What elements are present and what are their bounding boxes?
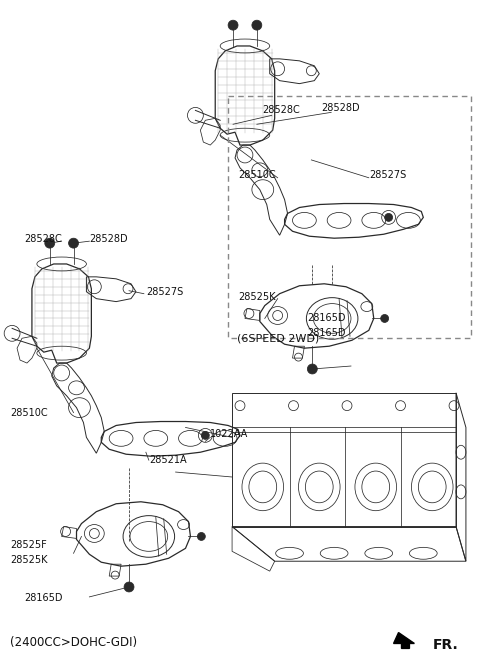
Bar: [228, 96, 471, 338]
Text: FR.: FR.: [433, 638, 459, 651]
Text: 28525F: 28525F: [10, 541, 47, 550]
Text: 28165D: 28165D: [24, 593, 62, 603]
Text: 28528C: 28528C: [24, 234, 62, 244]
Text: 28521A: 28521A: [149, 455, 186, 465]
Text: 28510C: 28510C: [238, 170, 276, 180]
Text: (2400CC>DOHC-GDI): (2400CC>DOHC-GDI): [10, 636, 137, 649]
Text: 28165D: 28165D: [307, 314, 346, 323]
Circle shape: [124, 582, 134, 592]
Circle shape: [201, 432, 209, 440]
Circle shape: [197, 533, 205, 541]
Circle shape: [307, 364, 317, 374]
Text: 28527S: 28527S: [369, 170, 406, 180]
Text: 28510C: 28510C: [10, 407, 48, 418]
Text: (6SPEED 2WD): (6SPEED 2WD): [237, 333, 319, 343]
Polygon shape: [394, 632, 414, 648]
Text: 28528D: 28528D: [321, 104, 360, 113]
Text: 28525K: 28525K: [238, 292, 276, 302]
Text: 28525K: 28525K: [10, 555, 48, 565]
Text: 28528C: 28528C: [262, 106, 300, 115]
Text: 28528D: 28528D: [89, 234, 128, 244]
Text: 28527S: 28527S: [146, 287, 183, 297]
Text: 1022AA: 1022AA: [210, 430, 249, 440]
Circle shape: [381, 314, 389, 323]
Circle shape: [69, 238, 79, 248]
Circle shape: [228, 20, 238, 30]
Circle shape: [45, 238, 55, 248]
Circle shape: [384, 213, 393, 221]
Text: 28165D: 28165D: [307, 328, 346, 338]
Circle shape: [252, 20, 262, 30]
